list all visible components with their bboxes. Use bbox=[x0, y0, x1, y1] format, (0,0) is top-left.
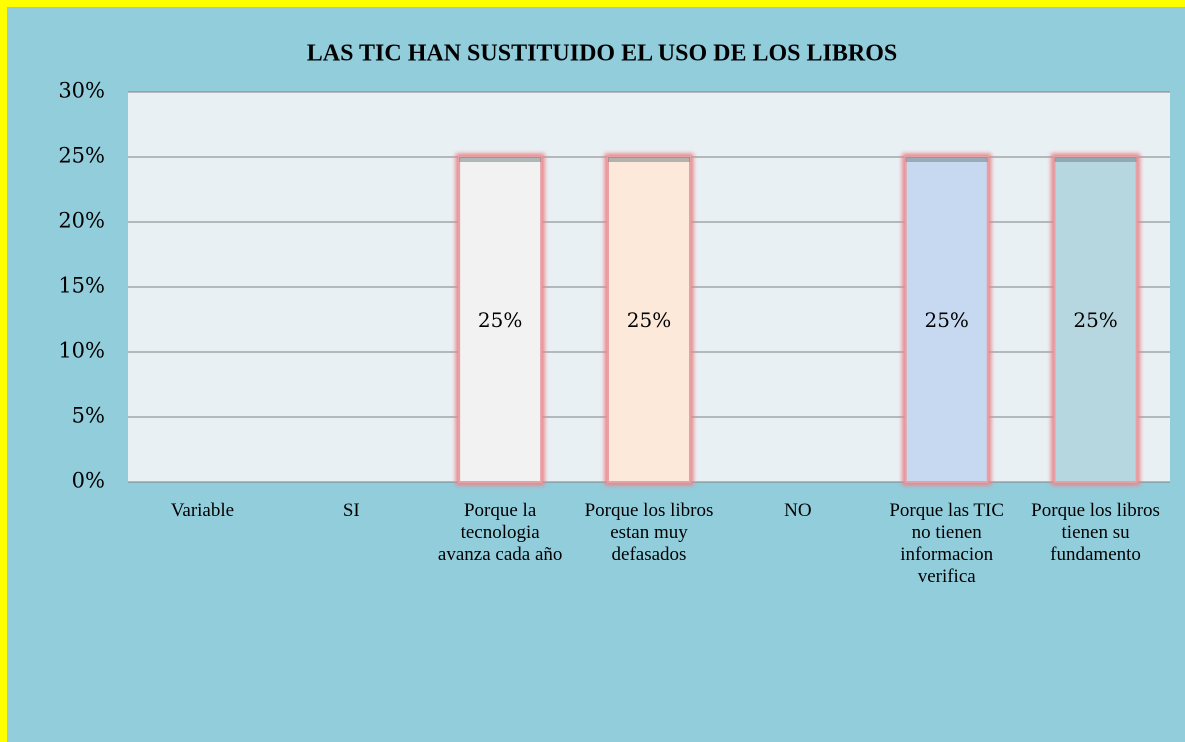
x-tick-label: Variable bbox=[170, 500, 235, 521]
x-tick-label: SI bbox=[342, 500, 360, 521]
y-tick-label: 5% bbox=[72, 404, 105, 428]
data-label: 25% bbox=[478, 308, 522, 332]
x-tick-label: Porque las TIC no tienen informacion ver… bbox=[889, 500, 1005, 587]
chart-title: LAS TIC HAN SUSTITUIDO EL USO DE LOS LIB… bbox=[307, 41, 897, 67]
bar bbox=[607, 156, 691, 483]
border-top bbox=[0, 0, 1185, 7]
bar bbox=[458, 156, 543, 483]
x-tick-label: Porque los libros tienen su fundamento bbox=[1031, 500, 1160, 565]
x-tick-label: NO bbox=[784, 500, 812, 521]
bar-shade bbox=[608, 157, 690, 162]
y-tick-label: 20% bbox=[58, 209, 105, 233]
bar-shade bbox=[1054, 157, 1137, 162]
border-left bbox=[0, 0, 7, 742]
x-tick-label: Porque los libros estan muy defasados bbox=[584, 500, 714, 565]
y-tick-label: 10% bbox=[58, 339, 105, 363]
y-tick-label: 25% bbox=[58, 144, 105, 168]
y-tick-label: 15% bbox=[58, 274, 105, 298]
bar bbox=[1053, 156, 1138, 483]
data-label: 25% bbox=[924, 308, 968, 332]
data-label: 25% bbox=[627, 308, 671, 332]
y-tick-label: 30% bbox=[58, 79, 105, 103]
bar-shade bbox=[459, 157, 542, 162]
bar bbox=[904, 156, 989, 483]
bar-shade bbox=[905, 157, 988, 162]
x-tick-label: Porque la tecnologia avanza cada año bbox=[437, 500, 563, 565]
y-tick-label: 0% bbox=[72, 469, 105, 493]
data-label: 25% bbox=[1073, 308, 1117, 332]
